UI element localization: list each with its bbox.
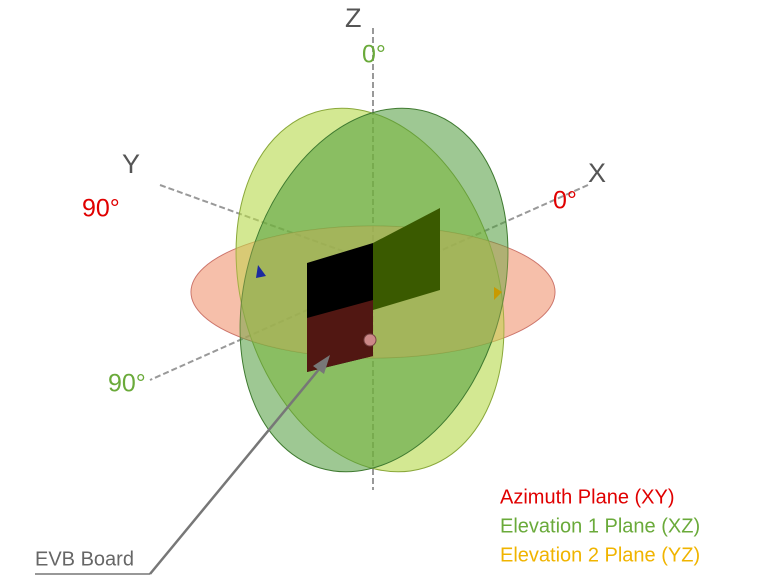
callout-arrow [149, 361, 326, 575]
antenna-marker [363, 333, 377, 347]
angle-label: 0° [553, 187, 577, 215]
z-label: Z [345, 3, 362, 33]
marker-blue [256, 265, 266, 278]
x-label: X [588, 158, 606, 188]
evb-board-lower [307, 300, 373, 372]
y-label: Y [122, 149, 140, 179]
callout-label: EVB Board [35, 548, 134, 570]
angle-label: 90° [82, 195, 120, 223]
evb-board-right [373, 208, 440, 310]
angle-label: 90° [108, 370, 146, 398]
callout-arrowhead [313, 355, 330, 374]
legend-entry: Elevation 2 Plane (YZ) [500, 544, 700, 566]
legend-entry: Azimuth Plane (XY) [500, 486, 675, 508]
legend-entry: Elevation 1 Plane (XZ) [500, 515, 700, 537]
angle-label: 0° [362, 41, 386, 69]
marker-yellow [494, 287, 502, 300]
